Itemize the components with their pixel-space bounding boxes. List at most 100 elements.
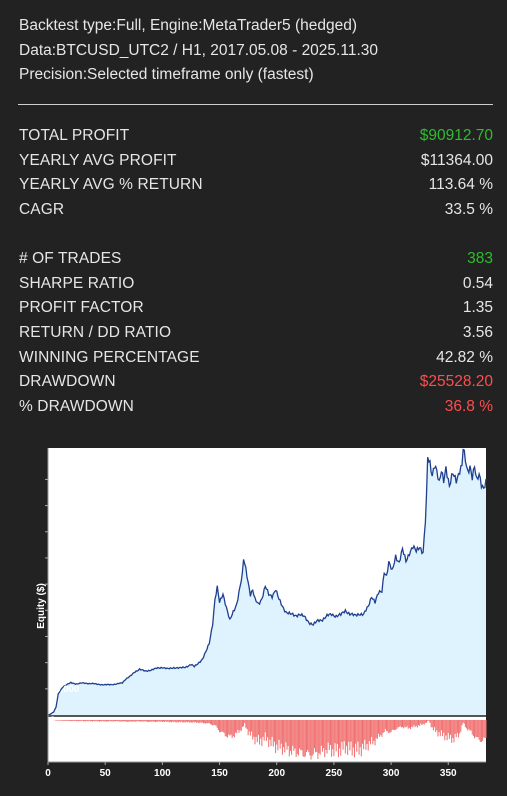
drawdown-bar xyxy=(60,720,61,721)
drawdown-bar xyxy=(354,720,355,757)
drawdown-bar xyxy=(100,720,101,721)
drawdown-bar xyxy=(451,720,452,743)
drawdown-bar xyxy=(114,720,115,721)
drawdown-bar xyxy=(373,720,374,741)
drawdown-bar xyxy=(83,720,84,721)
drawdown-bar xyxy=(353,720,354,748)
drawdown-bar xyxy=(479,720,480,740)
drawdown-bar xyxy=(242,720,243,727)
drawdown-bar xyxy=(150,720,151,722)
drawdown-bar xyxy=(328,720,329,743)
drawdown-bar xyxy=(407,720,408,726)
drawdown-bar xyxy=(475,720,476,737)
drawdown-bar xyxy=(138,720,139,721)
drawdown-bar xyxy=(153,720,154,722)
drawdown-bar xyxy=(427,720,428,721)
drawdown-bar xyxy=(408,720,409,729)
drawdown-bar xyxy=(211,720,212,725)
drawdown-bar xyxy=(237,720,238,730)
drawdown-bar xyxy=(394,720,395,730)
drawdown-bar xyxy=(128,720,129,722)
drawdown-bar xyxy=(220,720,221,732)
drawdown-bar xyxy=(428,720,429,721)
drawdown-bar xyxy=(484,720,485,738)
drawdown-bar xyxy=(270,720,271,746)
drawdown-bar xyxy=(84,720,85,721)
drawdown-bar xyxy=(313,720,314,754)
drawdown-bar xyxy=(389,720,390,733)
drawdown-bar xyxy=(94,720,95,721)
drawdown-bar xyxy=(104,720,105,721)
drawdown-bar xyxy=(282,720,283,755)
x-tick-label: 350 xyxy=(440,768,457,779)
drawdown-bar xyxy=(400,720,401,726)
drawdown-bar xyxy=(179,720,180,722)
drawdown-bar xyxy=(154,720,155,722)
drawdown-bar xyxy=(307,720,308,750)
header-divider xyxy=(18,104,493,105)
drawdown-bar xyxy=(82,720,83,721)
drawdown-bar xyxy=(188,720,189,722)
drawdown-bar xyxy=(264,720,265,741)
drawdown-bar xyxy=(456,720,457,737)
stat-value: $11364.00 xyxy=(421,149,493,174)
drawdown-bar xyxy=(435,720,436,732)
drawdown-bar xyxy=(436,720,437,730)
drawdown-bar xyxy=(429,720,430,723)
drawdown-tick-label: 0 xyxy=(50,715,55,726)
drawdown-bar xyxy=(361,720,362,756)
stat-value: 1.35 xyxy=(463,296,493,321)
drawdown-bar xyxy=(227,720,228,737)
drawdown-bar xyxy=(137,720,138,721)
equity-y-tick-label: 60,000 xyxy=(50,553,79,564)
drawdown-bar xyxy=(241,720,242,731)
drawdown-bar xyxy=(277,720,278,750)
drawdown-bar xyxy=(474,720,475,738)
drawdown-bar xyxy=(466,720,467,728)
drawdown-bar xyxy=(381,720,382,737)
drawdown-bar xyxy=(433,720,434,731)
drawdown-bar xyxy=(297,720,298,754)
drawdown-bar xyxy=(212,720,213,726)
precision-line: Precision:Selected timeframe only (faste… xyxy=(19,63,493,88)
drawdown-bar xyxy=(289,720,290,756)
drawdown-bar xyxy=(109,720,110,721)
drawdown-bar xyxy=(377,720,378,739)
drawdown-bar xyxy=(196,720,197,723)
drawdown-bar xyxy=(252,720,253,739)
drawdown-bar xyxy=(96,720,97,721)
drawdown-bar xyxy=(117,720,118,721)
drawdown-bar xyxy=(75,720,76,721)
drawdown-bar xyxy=(311,720,312,760)
drawdown-bar xyxy=(123,720,124,721)
drawdown-bar xyxy=(383,720,384,733)
drawdown-bar xyxy=(248,720,249,735)
stat-label: TOTAL PROFIT xyxy=(19,124,129,149)
drawdown-bar xyxy=(420,720,421,724)
drawdown-bar xyxy=(144,720,145,722)
drawdown-bar xyxy=(376,720,377,738)
stat-label: % DRAWDOWN xyxy=(19,395,134,420)
drawdown-bar xyxy=(146,720,147,722)
drawdown-bar xyxy=(290,720,291,751)
drawdown-bar xyxy=(101,720,102,721)
drawdown-bar xyxy=(232,720,233,738)
drawdown-bar xyxy=(122,720,123,722)
drawdown-bar xyxy=(299,720,300,749)
drawdown-bar xyxy=(217,720,218,728)
drawdown-bar xyxy=(139,720,140,721)
drawdown-bar xyxy=(131,720,132,721)
stat-value: 0.54 xyxy=(463,272,493,297)
drawdown-bar xyxy=(460,720,461,732)
drawdown-bar xyxy=(362,720,363,744)
drawdown-bar xyxy=(425,720,426,723)
drawdown-bar xyxy=(210,720,211,724)
drawdown-bar xyxy=(368,720,369,751)
drawdown-bar xyxy=(66,720,67,721)
drawdown-bar xyxy=(356,720,357,752)
